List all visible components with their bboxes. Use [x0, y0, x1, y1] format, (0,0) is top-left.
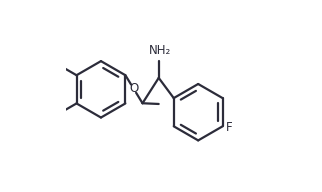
Text: O: O [129, 82, 138, 95]
Text: F: F [226, 121, 233, 134]
Text: NH₂: NH₂ [148, 45, 171, 57]
